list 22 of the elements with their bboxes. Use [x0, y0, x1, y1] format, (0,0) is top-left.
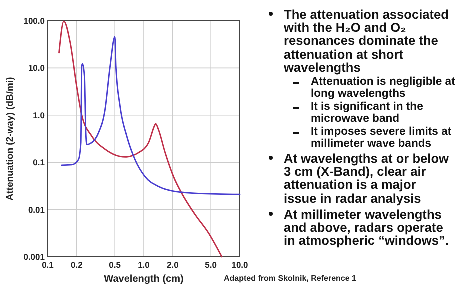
- x-axis-title: Wavelength (cm): [104, 274, 184, 285]
- y-axis-title: Attenuation (2-way) (dB/mi): [5, 77, 16, 201]
- y-tick-label: 0.01: [28, 204, 46, 215]
- y-tick-label: 10.0: [28, 63, 46, 74]
- x-tick-label: 0.5: [109, 260, 122, 270]
- y-tick-label: 0.1: [33, 158, 46, 168]
- x-tick-label: 0.2: [70, 260, 84, 270]
- text: It is significant in the microwave band: [311, 101, 424, 125]
- text: The attenuation associated with the H₂O and O₂ resonances dominate the attenuation at short wavelengths: [284, 7, 449, 75]
- text: At millimeter wavelengths and above, radars operate in atmospheric “windows”.: [284, 206, 449, 248]
- x-tick-label: 0.1: [42, 260, 54, 270]
- text: At wavelengths at or below 3 cm (X-Band), clear air attenuation is a major issue in radar analysis: [284, 151, 449, 206]
- y-tick-label: 1.0: [33, 110, 46, 120]
- x-tick-label: 1.0: [138, 260, 150, 270]
- x-tick-label: 2.0: [166, 260, 180, 270]
- text: Adapted from Skolnik, Reference 1: [224, 274, 358, 283]
- text: It imposes severe limits at millimeter wave bands: [311, 126, 452, 150]
- y-tick-label: 100.0: [24, 16, 46, 26]
- text: Attenuation is negligible at long wavelengths: [311, 76, 456, 100]
- x-tick-label: 5.0: [205, 260, 218, 270]
- x-tick-label: 10.0: [232, 260, 249, 270]
- y-tick-label: 0.001: [24, 252, 46, 262]
